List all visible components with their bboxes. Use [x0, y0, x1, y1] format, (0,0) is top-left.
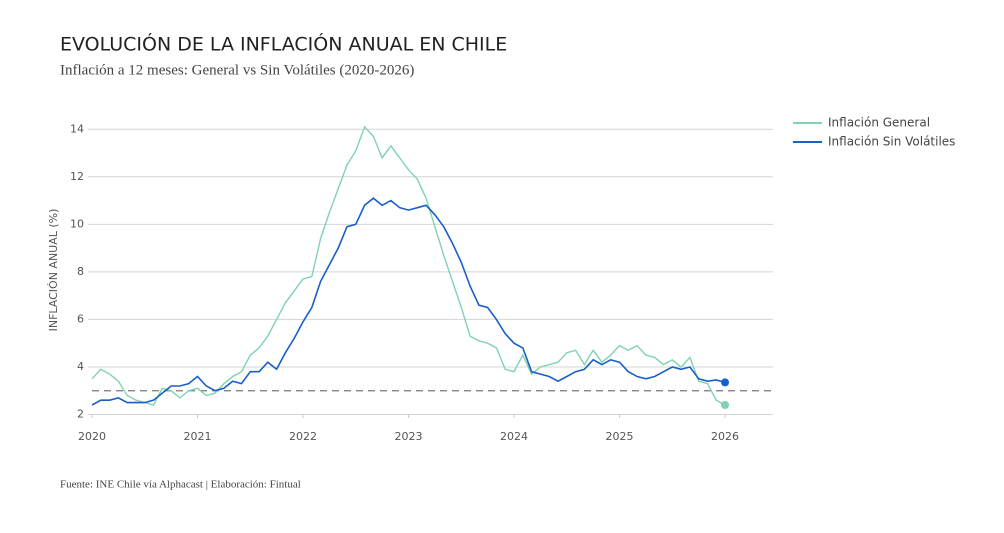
y-tick-label: 2	[77, 407, 84, 420]
y-tick-label: 4	[77, 360, 84, 373]
y-tick-label: 10	[70, 217, 84, 230]
end-point	[721, 400, 730, 409]
x-tick-label: 2025	[606, 430, 634, 443]
chart-title: EVOLUCIÓN DE LA INFLACIÓN ANUAL EN CHILE	[60, 32, 507, 56]
x-tick-label: 2023	[395, 430, 423, 443]
chart-subtitle: Inflación a 12 meses: General vs Sin Vol…	[60, 62, 414, 78]
legend-label: Inflación Sin Volátiles	[828, 135, 955, 149]
x-tick-label: 2024	[500, 430, 528, 443]
y-axis-label: INFLACIÓN ANUAL (%)	[47, 209, 60, 332]
series-line	[91, 197, 726, 406]
x-tick-label: 2022	[289, 430, 317, 443]
y-tick-label: 14	[70, 122, 84, 135]
x-tick-label: 2020	[78, 430, 106, 443]
y-tick-label: 12	[70, 170, 84, 183]
source: Fuente: INE Chile vía Alphacast | Elabor…	[60, 479, 301, 491]
y-tick-label: 8	[77, 265, 84, 278]
x-tick-label: 2026	[711, 430, 739, 443]
legend-label: Inflación General	[828, 116, 930, 130]
series-line	[91, 125, 726, 406]
y-tick-label: 6	[77, 312, 84, 325]
x-tick-label: 2021	[184, 430, 212, 443]
end-point	[721, 378, 730, 387]
